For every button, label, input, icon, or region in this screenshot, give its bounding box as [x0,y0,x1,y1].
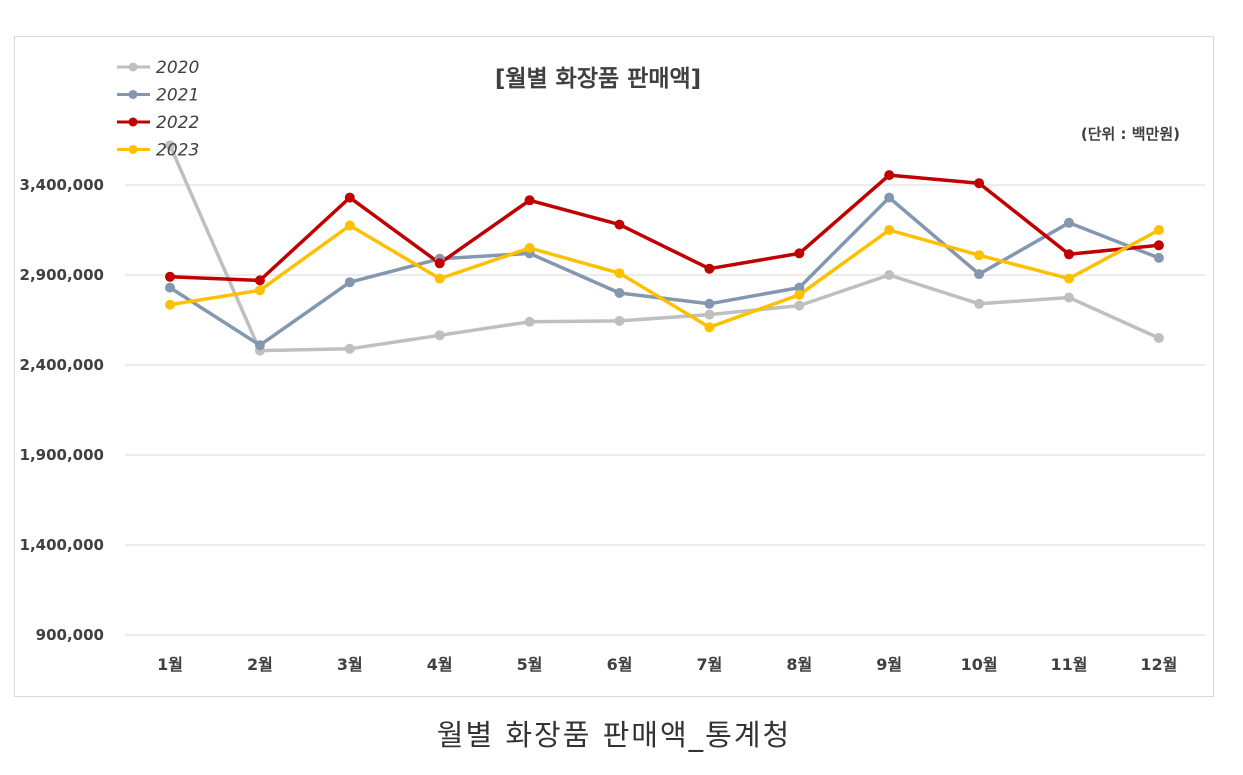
x-tick-label: 7월 [696,655,722,674]
data-point-2020 [794,300,805,311]
legend: 2020 2021 2022 2023 [117,58,199,161]
data-point-2021 [1153,252,1164,263]
x-tick-label: 2월 [247,655,273,674]
x-tick-label: 3월 [337,655,363,674]
data-point-2021 [974,269,985,280]
data-point-2021 [165,282,175,293]
data-point-2023 [794,289,805,300]
y-tick-label: 900,000 [36,626,104,644]
legend-label-2020: 2020 [156,58,199,78]
gridlines [125,184,1205,636]
data-point-2022 [884,170,895,181]
data-point-2023 [524,243,535,253]
y-tick-label: 3,400,000 [20,176,104,194]
legend-label-2021: 2021 [156,86,199,106]
x-tick-label: 6월 [607,655,633,674]
data-point-2021 [794,282,805,293]
data-point-2021 [884,192,895,203]
data-point-2023 [165,299,175,310]
y-tick-label: 2,900,000 [20,266,104,284]
y-tick-label: 2,400,000 [20,356,104,374]
chart-title: [월별 화장품 판매액] [495,66,701,92]
data-point-2023 [434,273,445,284]
x-tick-label: 5월 [517,655,543,674]
x-tick-label: 8월 [786,655,812,674]
data-point-2021 [344,277,355,288]
series-lines [168,143,1161,353]
legend-marker-2020 [128,62,138,72]
x-tick-label: 11월 [1051,655,1088,674]
legend-marker-2023 [128,145,138,154]
unit-note: (단위 : 백만원) [1081,125,1180,143]
series-line-2021 [168,195,1161,347]
data-point-2020 [974,298,985,309]
data-point-2023 [254,285,265,296]
series-line-2023 [168,223,1161,329]
data-point-2023 [614,268,625,279]
x-tick-label: 1월 [157,655,183,674]
x-tick-label: 10월 [961,655,998,674]
legend-label-2023: 2023 [156,141,199,161]
data-point-2021 [254,340,265,351]
data-point-2022 [1064,249,1074,260]
legend-label-2022: 2022 [156,113,199,133]
data-point-2021 [614,288,625,298]
data-point-2023 [1153,225,1164,235]
y-axis-labels: 900,000 1,400,000 1,900,000 2,400,000 2,900,… [20,176,104,644]
legend-marker-2022 [128,117,138,127]
series-line-2022 [168,173,1161,283]
data-point-2020 [704,309,715,320]
data-point-2022 [1153,240,1164,251]
data-point-2022 [165,271,175,282]
data-point-2022 [434,258,445,269]
data-point-2020 [1064,292,1074,303]
data-point-2020 [1153,333,1164,343]
data-point-2023 [704,322,715,333]
data-point-2022 [704,263,715,274]
data-point-2020 [434,330,445,341]
x-tick-label: 4월 [427,655,453,674]
data-point-2020 [524,316,535,327]
chart-frame [14,36,1214,697]
data-point-2022 [794,248,805,259]
legend-marker-2021 [128,90,138,99]
data-point-2020 [884,270,895,280]
data-point-2020 [344,343,355,354]
data-point-2022 [974,178,985,189]
x-axis-labels: 1월 2월 3월 4월 5월 6월 7월 8월 9월 10월 11월 12월 [157,655,1177,674]
y-tick-label: 1,900,000 [20,446,104,464]
data-point-2022 [344,192,355,203]
x-tick-label: 12월 [1140,655,1177,674]
series-points [165,140,1164,356]
series-line-2020 [168,143,1161,353]
data-point-2023 [974,250,985,261]
data-point-2021 [704,298,715,309]
data-point-2023 [884,225,895,235]
data-point-2020 [165,140,175,151]
data-point-2023 [344,220,355,231]
data-point-2022 [614,219,625,230]
data-point-2023 [1064,273,1074,284]
y-tick-label: 1,400,000 [20,536,104,554]
data-point-2020 [614,315,625,326]
data-point-2022 [254,275,265,286]
figure-caption: 월별 화장품 판매액_통계청 [436,718,792,752]
data-point-2021 [1064,217,1074,228]
x-tick-label: 9월 [876,655,902,674]
data-point-2022 [524,195,535,206]
